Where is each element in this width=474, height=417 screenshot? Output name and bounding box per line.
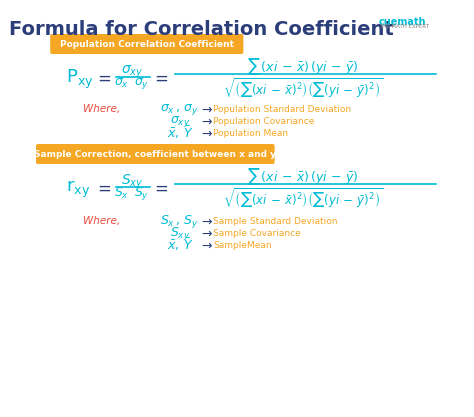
Text: $\sum\,(xi\,-\,\bar{x})\,(yi\,-\,\bar{y})$: $\sum\,(xi\,-\,\bar{x})\,(yi\,-\,\bar{y}…	[247, 167, 359, 187]
Text: $S_x$: $S_x$	[114, 186, 129, 201]
Text: $S_x\,,\,S_y$: $S_x\,,\,S_y$	[160, 213, 200, 229]
Text: $\sigma_{xy}$: $\sigma_{xy}$	[121, 64, 144, 80]
Text: $S_{xy}$: $S_{xy}$	[121, 173, 144, 191]
Text: $\rightarrow$: $\rightarrow$	[199, 126, 213, 140]
Text: Formula for Correlation Coefficient: Formula for Correlation Coefficient	[9, 20, 394, 39]
Text: Where,: Where,	[83, 216, 120, 226]
Text: $\sum\,(xi\,-\,\bar{x})\,(yi\,-\,\bar{y})$: $\sum\,(xi\,-\,\bar{x})\,(yi\,-\,\bar{y}…	[247, 57, 359, 77]
Text: $\mathregular{r_{xy}}$: $\mathregular{r_{xy}}$	[66, 178, 91, 200]
Text: $\mathregular{P_{xy}}$: $\mathregular{P_{xy}}$	[66, 68, 94, 90]
Text: Population Standard Deviation: Population Standard Deviation	[213, 105, 351, 113]
Text: $\bar{x},\,\bar{Y}$: $\bar{x},\,\bar{Y}$	[166, 237, 193, 253]
Text: $\sigma_{xy}$: $\sigma_{xy}$	[170, 113, 190, 128]
Text: =: =	[154, 180, 168, 198]
Text: Population Mean: Population Mean	[213, 128, 288, 138]
Text: cuemath: cuemath	[379, 17, 426, 27]
Text: $S_y$: $S_y$	[135, 184, 150, 201]
Text: Where,: Where,	[83, 104, 120, 114]
Text: THE MATH EXPERT: THE MATH EXPERT	[379, 24, 429, 29]
Text: Sample Correction, coefficient between x and y: Sample Correction, coefficient between x…	[34, 150, 276, 158]
Text: =: =	[97, 180, 111, 198]
Text: $\sigma_x$: $\sigma_x$	[114, 76, 129, 90]
Text: =: =	[97, 70, 111, 88]
Text: $\sigma_y$: $\sigma_y$	[135, 75, 150, 90]
FancyBboxPatch shape	[36, 144, 274, 164]
Text: $\rightarrow$: $\rightarrow$	[199, 103, 213, 116]
Text: $\sqrt{\left(\sum(xi\,-\,\bar{x})^2\right)\left(\sum(yi\,-\,\bar{y})^2\right)}$: $\sqrt{\left(\sum(xi\,-\,\bar{x})^2\righ…	[223, 186, 383, 210]
Text: Sample Standard Deviation: Sample Standard Deviation	[213, 216, 337, 226]
Text: =: =	[154, 70, 168, 88]
Text: $\rightarrow$: $\rightarrow$	[199, 226, 213, 239]
Text: $S_{xy}$: $S_{xy}$	[170, 224, 190, 241]
Text: SampleMean: SampleMean	[213, 241, 272, 249]
Text: $\rightarrow$: $\rightarrow$	[199, 115, 213, 128]
Text: $\rightarrow$: $\rightarrow$	[199, 214, 213, 228]
Text: $\bar{x},\,\bar{Y}$: $\bar{x},\,\bar{Y}$	[166, 125, 193, 141]
Text: Sample Covariance: Sample Covariance	[213, 229, 301, 238]
Text: $\rightarrow$: $\rightarrow$	[199, 239, 213, 251]
Text: $\sqrt{\left(\sum(xi\,-\,\bar{x})^2\right)\left(\sum(yi\,-\,\bar{y})^2\right)}$: $\sqrt{\left(\sum(xi\,-\,\bar{x})^2\righ…	[223, 76, 383, 100]
Text: Population Correlation Coefficient: Population Correlation Coefficient	[60, 40, 234, 48]
Text: Population Covariance: Population Covariance	[213, 116, 314, 126]
Text: $\sigma_x\,,\,\sigma_y$: $\sigma_x\,,\,\sigma_y$	[160, 101, 200, 116]
FancyBboxPatch shape	[50, 34, 243, 54]
